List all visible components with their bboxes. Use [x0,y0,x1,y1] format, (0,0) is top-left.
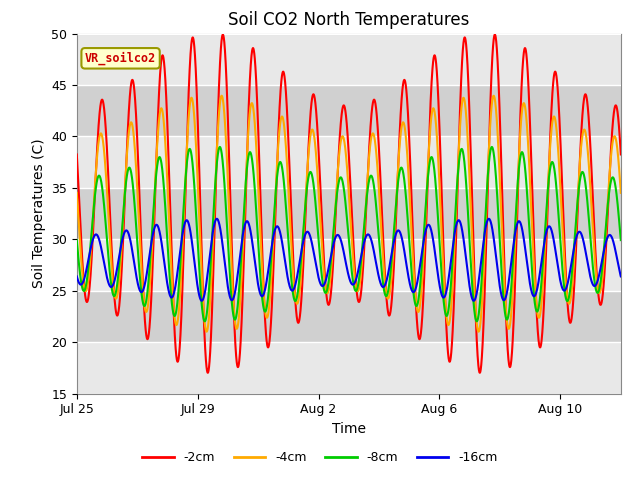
Bar [77,188,621,240]
Bar [77,342,621,394]
X-axis label: Time: Time [332,422,366,436]
Title: Soil CO2 North Temperatures: Soil CO2 North Temperatures [228,11,470,29]
Bar [77,85,621,136]
Bar [77,34,621,85]
Bar [77,240,621,291]
Legend: -2cm, -4cm, -8cm, -16cm: -2cm, -4cm, -8cm, -16cm [138,446,502,469]
Bar [77,291,621,342]
Y-axis label: Soil Temperatures (C): Soil Temperatures (C) [31,139,45,288]
Text: VR_soilco2: VR_soilco2 [85,51,156,65]
Bar [77,136,621,188]
